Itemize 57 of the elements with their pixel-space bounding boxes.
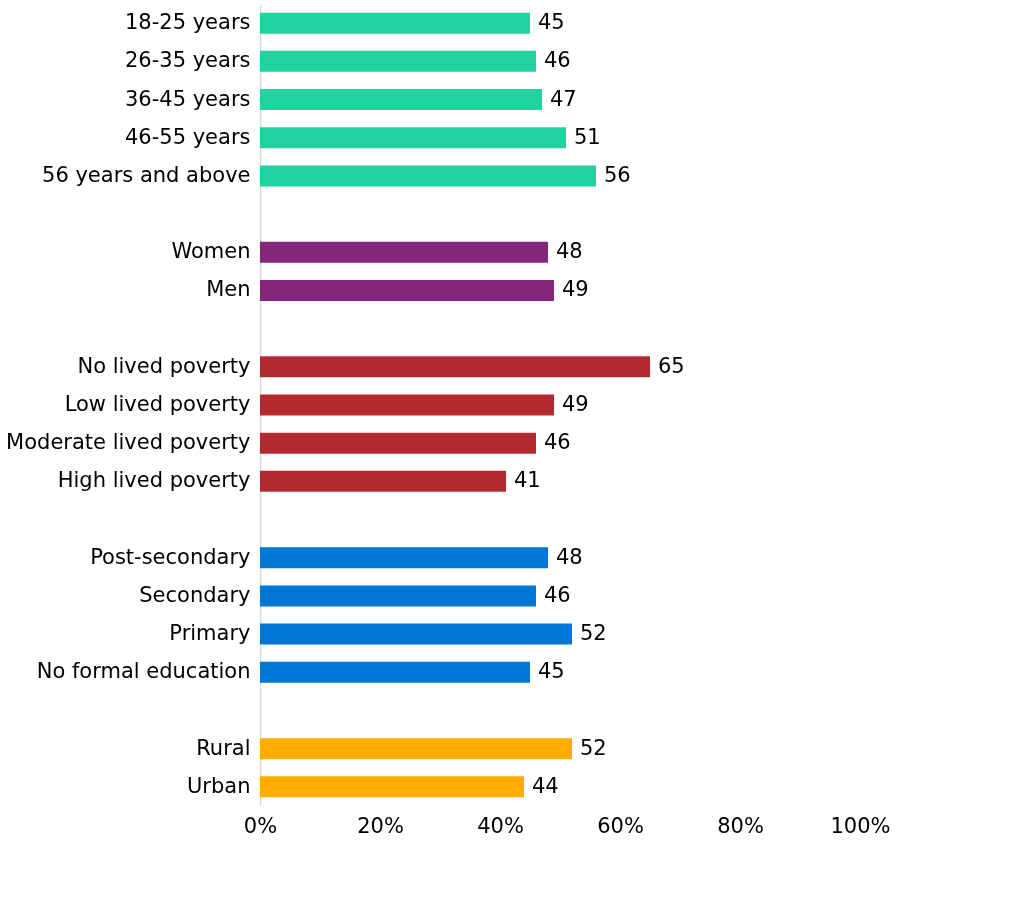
y-tick-label: High lived poverty [57, 468, 251, 493]
x-tick-label: 80% [717, 813, 764, 838]
y-tick-label: Men [206, 277, 251, 302]
y-tick-label: Post-secondary [90, 544, 251, 569]
y-tick-label: 18-25 years [125, 10, 251, 35]
x-tick-label: 40% [477, 813, 524, 838]
y-tick-label: 56 years and above [42, 162, 251, 187]
data-label: 44 [532, 773, 559, 798]
data-label: 46 [544, 430, 571, 455]
bar [260, 432, 536, 454]
bar [260, 279, 554, 301]
x-tick-label: 0% [243, 813, 278, 838]
bar [260, 738, 572, 760]
y-tick-label: No lived poverty [77, 353, 251, 378]
x-tick-label: 100% [830, 813, 891, 838]
bar [260, 356, 650, 378]
bar [260, 127, 566, 149]
data-label: 41 [514, 468, 541, 493]
data-label: 45 [538, 10, 565, 35]
y-tick-label: No formal education [36, 659, 251, 684]
data-label: 52 [580, 735, 607, 760]
bar [260, 776, 524, 798]
data-label: 46 [544, 582, 571, 607]
bar [260, 394, 554, 416]
bar [260, 623, 572, 645]
bar [260, 241, 548, 263]
y-tick-label: 46-55 years [125, 124, 251, 149]
data-label: 49 [562, 277, 589, 302]
data-label: 56 [604, 162, 631, 187]
bar [260, 89, 542, 111]
x-tick-label: 60% [597, 813, 644, 838]
bar [260, 661, 530, 683]
x-tick-label: 20% [357, 813, 404, 838]
y-tick-label: 36-45 years [125, 86, 251, 111]
y-tick-label: Secondary [139, 582, 251, 607]
bar [260, 470, 506, 492]
data-label: 65 [658, 353, 685, 378]
data-label: 48 [556, 544, 583, 569]
bar [260, 547, 548, 569]
y-tick-label: Moderate lived poverty [6, 430, 251, 455]
data-label: 51 [574, 124, 601, 149]
bar [260, 585, 536, 607]
bar [260, 165, 596, 187]
y-tick-label: Urban [186, 773, 251, 798]
y-tick-label: Women [171, 239, 251, 264]
y-tick-label: Rural [196, 735, 251, 760]
data-label: 49 [562, 392, 589, 416]
y-tick-label: Low lived poverty [64, 392, 251, 416]
data-label: 52 [580, 621, 607, 646]
data-label: 47 [550, 86, 577, 111]
bar [260, 12, 530, 34]
data-label: 45 [538, 659, 565, 684]
y-tick-label: Primary [169, 621, 251, 646]
bar [260, 50, 536, 72]
y-tick-label: 26-35 years [125, 48, 251, 73]
data-label: 48 [556, 239, 583, 264]
data-label: 46 [544, 48, 571, 73]
